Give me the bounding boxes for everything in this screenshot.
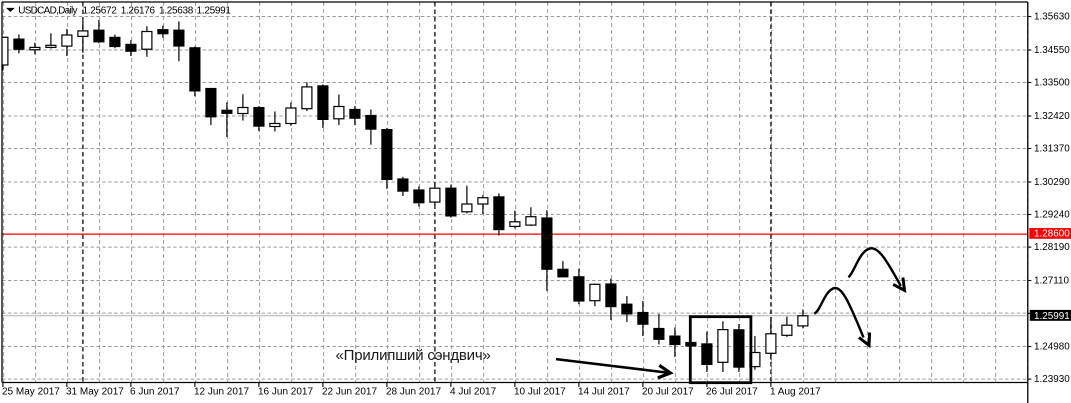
svg-text:1.34550: 1.34550 — [1034, 45, 1070, 56]
svg-text:1.33500: 1.33500 — [1034, 77, 1070, 88]
svg-text:1.30290: 1.30290 — [1034, 177, 1070, 188]
svg-text:1.25672: 1.25672 — [83, 5, 118, 16]
svg-text:1 Aug 2017: 1 Aug 2017 — [770, 387, 821, 398]
svg-text:1.24980: 1.24980 — [1034, 341, 1070, 352]
svg-text:1.27110: 1.27110 — [1034, 275, 1069, 286]
svg-text:1.28600: 1.28600 — [1034, 229, 1070, 240]
svg-text:26 Jul 2017: 26 Jul 2017 — [706, 387, 758, 398]
svg-text:28 Jun 2017: 28 Jun 2017 — [386, 387, 441, 398]
svg-text:4 Jul 2017: 4 Jul 2017 — [450, 387, 497, 398]
svg-text:20 Jul 2017: 20 Jul 2017 — [642, 387, 694, 398]
svg-text:1.25991: 1.25991 — [197, 5, 232, 16]
svg-text:25 May 2017: 25 May 2017 — [2, 387, 60, 398]
svg-text:1.28190: 1.28190 — [1034, 242, 1070, 253]
svg-text:1.35630: 1.35630 — [1034, 11, 1070, 22]
svg-text:1.29240: 1.29240 — [1034, 209, 1070, 220]
svg-text:14 Jul 2017: 14 Jul 2017 — [578, 387, 630, 398]
svg-text:16 Jun 2017: 16 Jun 2017 — [258, 387, 313, 398]
svg-text:12 Jun 2017: 12 Jun 2017 — [194, 387, 249, 398]
svg-text:1.31370: 1.31370 — [1034, 143, 1070, 154]
svg-text:6 Jun 2017: 6 Jun 2017 — [130, 387, 180, 398]
svg-text:1.25991: 1.25991 — [1034, 311, 1070, 322]
svg-text:1.32420: 1.32420 — [1034, 111, 1070, 122]
svg-text:1.25638: 1.25638 — [159, 5, 194, 16]
svg-text:10 Jul 2017: 10 Jul 2017 — [514, 387, 566, 398]
svg-text:22 Jun 2017: 22 Jun 2017 — [322, 387, 377, 398]
svg-text:31 May 2017: 31 May 2017 — [66, 387, 124, 398]
svg-text:USDCAD,Daily: USDCAD,Daily — [18, 5, 77, 16]
svg-text:1.26176: 1.26176 — [121, 5, 156, 16]
svg-text:1.23930: 1.23930 — [1034, 374, 1070, 385]
svg-text:«Прилипший сэндвич»: «Прилипший сэндвич» — [336, 347, 491, 364]
